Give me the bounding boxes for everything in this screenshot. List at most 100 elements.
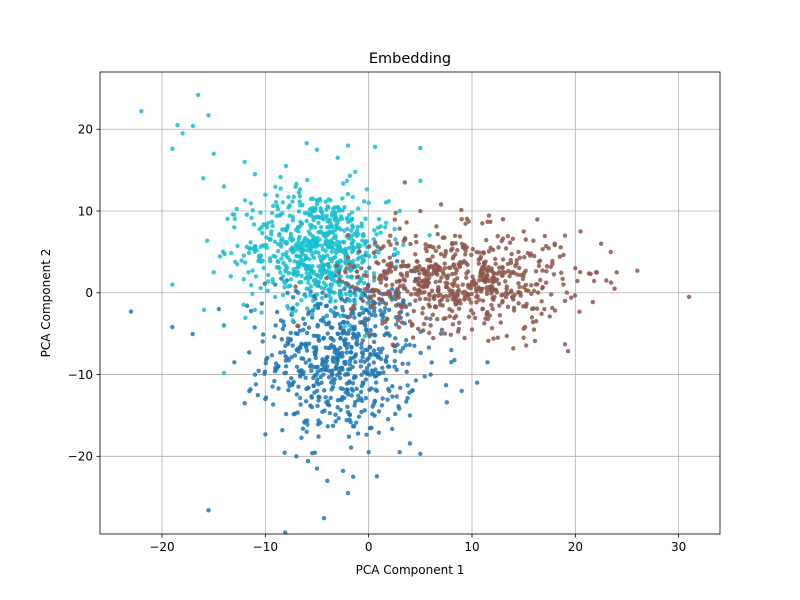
scatter-point (448, 332, 454, 337)
scatter-point (242, 400, 247, 406)
scatter-point (390, 394, 395, 399)
scatter-point (327, 264, 332, 269)
scatter-point (349, 228, 354, 233)
scatter-point (378, 308, 383, 313)
scatter-point (573, 266, 578, 271)
scatter-point (314, 372, 319, 377)
scatter-point (244, 212, 250, 217)
scatter-point (505, 261, 511, 267)
scatter-point (360, 238, 365, 243)
scatter-point (378, 280, 384, 285)
scatter-point (302, 211, 308, 216)
scatter-point (437, 278, 443, 284)
scatter-point (448, 248, 454, 253)
scatter-point (551, 272, 557, 277)
scatter-point (342, 228, 347, 233)
scatter-point (315, 198, 320, 203)
scatter-point (211, 151, 216, 156)
scatter-point (455, 283, 460, 289)
scatter-point (398, 303, 403, 309)
scatter-point (367, 244, 372, 249)
scatter-point (374, 232, 379, 237)
scatter-point (323, 395, 328, 400)
scatter-point (427, 293, 432, 298)
scatter-point (480, 298, 486, 303)
scatter-point (303, 375, 308, 380)
scatter-point (360, 355, 365, 360)
scatter-point (261, 265, 266, 271)
scatter-point (346, 255, 351, 260)
scatter-point (337, 313, 343, 319)
scatter-point (299, 368, 304, 373)
scatter-point (221, 370, 227, 376)
scatter-point (405, 312, 410, 317)
scatter-point (474, 380, 480, 385)
scatter-point (306, 385, 311, 391)
scatter-point (347, 298, 352, 303)
scatter-point (303, 263, 308, 269)
scatter-point (354, 386, 359, 391)
scatter-point (291, 272, 296, 277)
scatter-point (396, 404, 401, 409)
scatter-point (330, 384, 336, 390)
scatter-point (442, 331, 448, 336)
scatter-point (350, 335, 356, 341)
scatter-point (355, 206, 361, 211)
scatter-point (511, 346, 516, 351)
scatter-point (255, 392, 261, 398)
scatter-point (347, 292, 353, 298)
scatter-point (252, 372, 258, 377)
scatter-point (247, 245, 252, 251)
scatter-point (263, 192, 268, 197)
scatter-point (438, 202, 444, 207)
scatter-point (333, 305, 338, 310)
scatter-point (474, 289, 479, 294)
scatter-point (373, 367, 378, 372)
scatter-point (403, 342, 409, 348)
scatter-point (257, 254, 263, 260)
scatter-point (521, 335, 526, 340)
scatter-point (686, 294, 692, 300)
y-axis-label: PCA Component 2 (39, 249, 53, 358)
scatter-point (371, 278, 377, 283)
scatter-point (455, 248, 460, 253)
scatter-point (305, 306, 310, 311)
scatter-point (266, 279, 271, 284)
scatter-point (404, 273, 410, 278)
scatter-point (538, 277, 543, 283)
scatter-point (359, 372, 364, 378)
scatter-point (480, 286, 485, 291)
scatter-point (472, 283, 477, 288)
scatter-point (521, 229, 526, 234)
scatter-point (396, 325, 402, 330)
scatter-point (426, 275, 432, 281)
scatter-point (449, 359, 454, 365)
scatter-point (455, 276, 460, 281)
scatter-point (269, 210, 275, 216)
scatter-point (309, 395, 315, 400)
scatter-point (283, 370, 289, 376)
scatter-point (344, 216, 350, 221)
scatter-point (345, 490, 351, 496)
scatter-point (373, 313, 378, 318)
scatter-point (350, 284, 355, 289)
scatter-point (516, 290, 521, 295)
scatter-point (469, 252, 474, 258)
scatter-point (297, 224, 302, 229)
scatter-point (418, 178, 423, 183)
scatter-point (450, 322, 456, 327)
scatter-point (405, 289, 410, 294)
scatter-point (591, 278, 597, 284)
scatter-point (366, 200, 371, 206)
scatter-point (495, 335, 501, 340)
scatter-point (509, 290, 514, 295)
scatter-point (294, 454, 299, 459)
scatter-point (242, 159, 247, 165)
scatter-point (390, 342, 395, 347)
scatter-point (352, 299, 357, 304)
scatter-point (372, 351, 377, 357)
scatter-point (390, 282, 395, 287)
scatter-point (442, 261, 447, 266)
scatter-point (326, 320, 332, 325)
scatter-point (407, 319, 413, 324)
